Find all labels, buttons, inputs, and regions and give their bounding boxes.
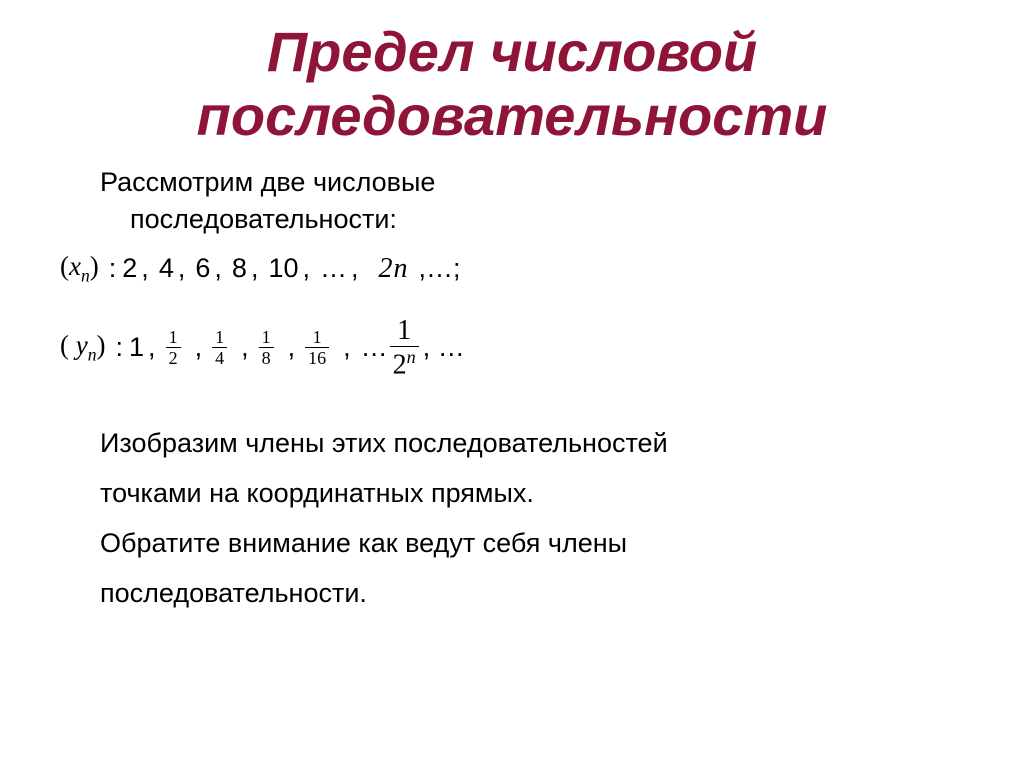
- sequence-xn-label: (xn): [60, 251, 99, 286]
- denominator: 4: [212, 347, 227, 367]
- slide-title: Предел числовой последовательности: [60, 20, 964, 149]
- term: 6: [195, 253, 210, 284]
- colon: :: [109, 253, 117, 284]
- ellipsis: …: [320, 253, 347, 284]
- fraction: 1 16: [305, 328, 329, 367]
- comma: ,: [288, 332, 296, 363]
- comma: ,: [351, 253, 359, 284]
- denominator: 2: [166, 347, 181, 367]
- comma: ,: [241, 332, 249, 363]
- intro-line-2: последовательности:: [60, 204, 964, 235]
- den-exp: n: [407, 347, 416, 367]
- spacer: [69, 330, 76, 360]
- title-line-2: последовательности: [197, 84, 828, 147]
- colon: :: [116, 332, 124, 363]
- comma: ,: [303, 253, 311, 284]
- tail: , …: [423, 332, 465, 363]
- var-y: y: [76, 330, 88, 360]
- paren-open: (: [60, 330, 69, 360]
- comma: ,: [195, 332, 203, 363]
- numerator: 1: [310, 328, 325, 347]
- term-2n: 2n: [379, 253, 409, 284]
- den-base: 2: [393, 349, 407, 380]
- intro-line-1: Рассмотрим две числовые: [60, 167, 964, 198]
- term: 2: [122, 253, 137, 284]
- sub-n: n: [81, 265, 90, 285]
- term: 1: [129, 332, 144, 363]
- body-line-3: Обратите внимание как ведут себя члены: [100, 519, 964, 569]
- sequence-yn-terms: 1, 1 2 , 1 4 , 1 8 , 1 16 , …: [129, 317, 465, 379]
- fraction: 1 2: [166, 328, 181, 367]
- denominator: 16: [305, 347, 329, 367]
- comma: ,: [343, 332, 351, 363]
- denominator: 2n: [390, 346, 419, 379]
- fraction: 1 8: [259, 328, 274, 367]
- comma: ,: [178, 253, 186, 284]
- numerator: 1: [212, 328, 227, 347]
- tail: ,…;: [419, 253, 461, 284]
- comma: ,: [251, 253, 259, 284]
- slide: Предел числовой последовательности Рассм…: [0, 0, 1024, 767]
- paren-close: ): [97, 330, 106, 360]
- sequence-xn-terms: 2, 4, 6, 8, 10, …, 2n ,…;: [122, 252, 460, 285]
- sub-n: n: [88, 345, 97, 365]
- term: 10: [268, 253, 298, 284]
- comma: ,: [141, 253, 149, 284]
- body-line-4: последовательности.: [100, 569, 964, 619]
- denominator: 8: [259, 347, 274, 367]
- numerator: 1: [259, 328, 274, 347]
- body-paragraph: Изобразим члены этих последовательностей…: [60, 419, 964, 619]
- paren-open: (: [60, 251, 69, 281]
- comma: ,: [148, 332, 156, 363]
- var-x: x: [69, 251, 81, 281]
- comma: ,: [214, 253, 222, 284]
- fraction: 1 4: [212, 328, 227, 367]
- paren-close: ): [90, 251, 99, 281]
- term: 4: [159, 253, 174, 284]
- general-term: 2n: [379, 252, 409, 285]
- sequence-yn-row: ( yn) : 1, 1 2 , 1 4 , 1 8 , 1 16: [60, 317, 964, 379]
- body-line-2: точками на координатных прямых.: [100, 469, 964, 519]
- title-line-1: Предел числовой: [267, 20, 757, 83]
- general-fraction: 1 2n: [390, 317, 419, 379]
- numerator: 1: [166, 328, 181, 347]
- body-line-1: Изобразим члены этих последовательностей: [100, 419, 964, 469]
- term: 8: [232, 253, 247, 284]
- ellipsis: …: [361, 332, 388, 363]
- numerator: 1: [394, 317, 414, 346]
- sequence-xn-row: (xn) : 2, 4, 6, 8, 10, …, 2n ,…;: [60, 239, 964, 299]
- sequence-yn-label: ( yn): [60, 330, 106, 365]
